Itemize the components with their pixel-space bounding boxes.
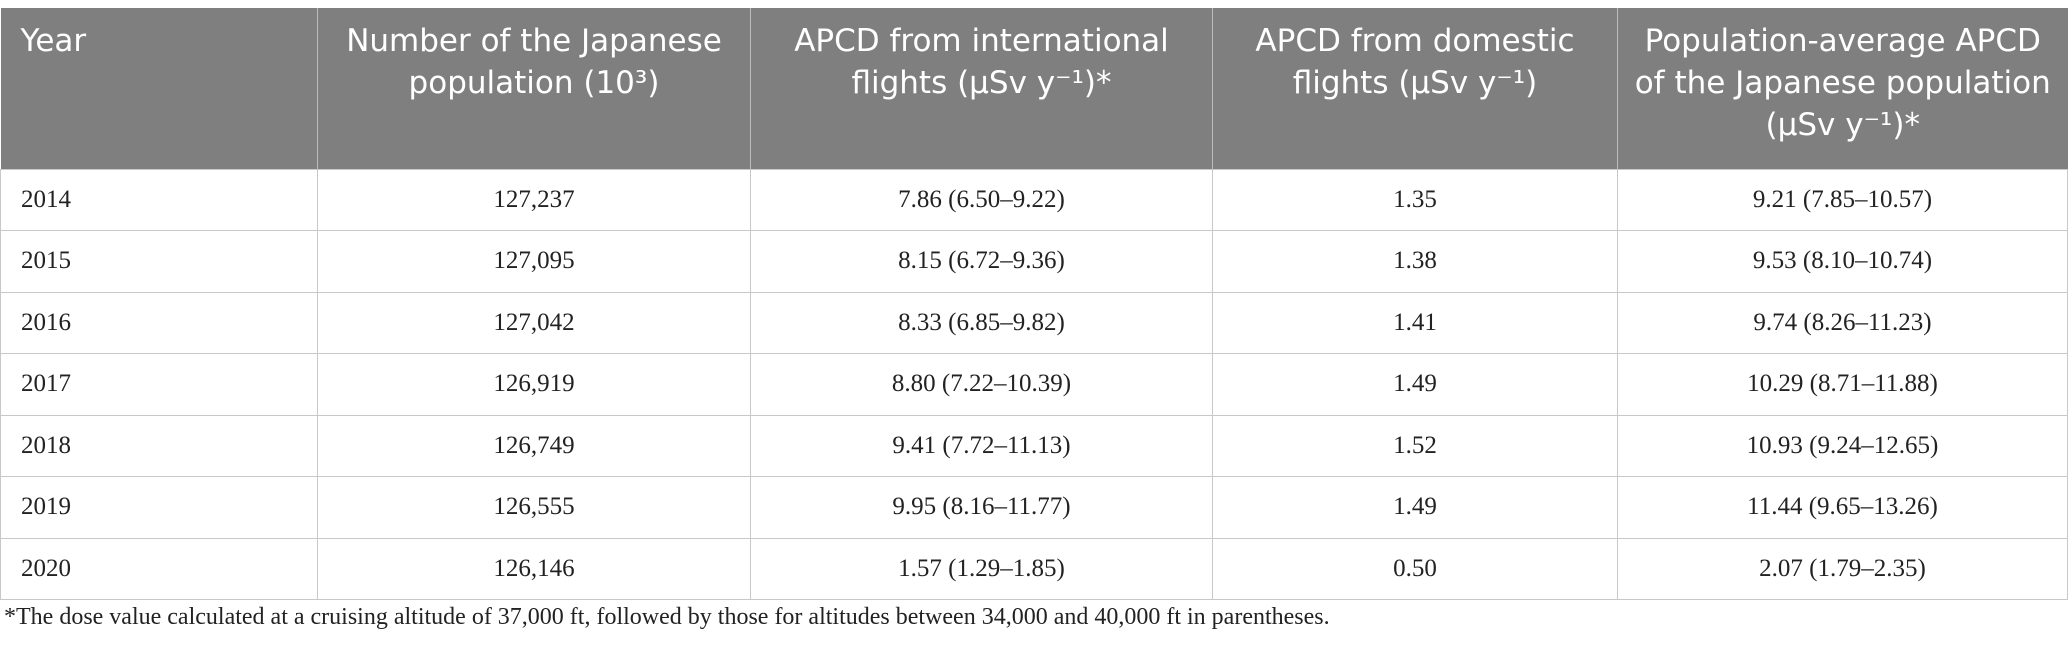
- table-row: 2016 127,042 8.33 (6.85–9.82) 1.41 9.74 (8.2…: [0, 291, 2068, 354]
- table-row: 2019 126,555 9.95 (8.16–11.77) 1.49 11.44 (9…: [0, 476, 2068, 539]
- table-cell: 2018: [0, 414, 318, 477]
- table-cell: 9.21 (7.85–10.57): [1617, 168, 2068, 231]
- table-cell: 0.50: [1212, 537, 1618, 600]
- table-cell: 2019: [0, 476, 318, 539]
- table-cell: 9.53 (8.10–10.74): [1617, 230, 2068, 293]
- footnote: *The dose value calculated at a cruising…: [4, 604, 1330, 630]
- table-cell: 8.15 (6.72–9.36): [750, 230, 1213, 293]
- table-cell: 126,919: [317, 353, 751, 416]
- table-cell: 126,555: [317, 476, 751, 539]
- table-cell: 126,749: [317, 414, 751, 477]
- table-body: 2014 127,237 7.86 (6.50–9.22) 1.35 9.21 (7.8…: [0, 168, 2068, 600]
- table-cell: 2017: [0, 353, 318, 416]
- table-row: 2017 126,919 8.80 (7.22–10.39) 1.49 10.29 (8…: [0, 353, 2068, 416]
- table-cell: 127,095: [317, 230, 751, 293]
- data-table: Year Number of the Japanese population (1…: [0, 8, 2068, 600]
- table-cell: 8.80 (7.22–10.39): [750, 353, 1213, 416]
- table-cell: 2020: [0, 537, 318, 600]
- table-cell: 2.07 (1.79–2.35): [1617, 537, 2068, 600]
- table-cell: 9.95 (8.16–11.77): [750, 476, 1213, 539]
- table-cell: 127,042: [317, 291, 751, 354]
- table-cell: 7.86 (6.50–9.22): [750, 168, 1213, 231]
- header-cell: APCD from domestic flights (μSv y⁻¹): [1212, 8, 1618, 169]
- table-cell: 11.44 (9.65–13.26): [1617, 476, 2068, 539]
- header-cell: Number of the Japanese population (10³): [317, 8, 751, 169]
- table-cell: 8.33 (6.85–9.82): [750, 291, 1213, 354]
- table-cell: 1.57 (1.29–1.85): [750, 537, 1213, 600]
- table-cell: 9.74 (8.26–11.23): [1617, 291, 2068, 354]
- table-row: 2014 127,237 7.86 (6.50–9.22) 1.35 9.21 (7.8…: [0, 168, 2068, 231]
- table-cell: 1.35: [1212, 168, 1618, 231]
- header-cell: Population-average APCD of the Japanese …: [1617, 8, 2068, 169]
- table-cell: 1.52: [1212, 414, 1618, 477]
- table-row: 2015 127,095 8.15 (6.72–9.36) 1.38 9.53 (8.1…: [0, 230, 2068, 293]
- table-cell: 1.49: [1212, 353, 1618, 416]
- header-cell: APCD from international flights (μSv y⁻¹…: [750, 8, 1213, 169]
- table-row: 2020 126,146 1.57 (1.29–1.85) 0.50 2.07 (1.7…: [0, 537, 2068, 600]
- table-cell: 1.41: [1212, 291, 1618, 354]
- header-row: Year Number of the Japanese population (1…: [0, 8, 2068, 169]
- table-cell: 1.38: [1212, 230, 1618, 293]
- table-cell: 126,146: [317, 537, 751, 600]
- table-cell: 2015: [0, 230, 318, 293]
- table-cell: 10.93 (9.24–12.65): [1617, 414, 2068, 477]
- table-row: 2018 126,749 9.41 (7.72–11.13) 1.52 10.93 (9…: [0, 414, 2068, 477]
- table-cell: 2016: [0, 291, 318, 354]
- table-cell: 9.41 (7.72–11.13): [750, 414, 1213, 477]
- table-cell: 127,237: [317, 168, 751, 231]
- table-cell: 10.29 (8.71–11.88): [1617, 353, 2068, 416]
- table-cell: 1.49: [1212, 476, 1618, 539]
- header-cell: Year: [0, 8, 318, 169]
- table-cell: 2014: [0, 168, 318, 231]
